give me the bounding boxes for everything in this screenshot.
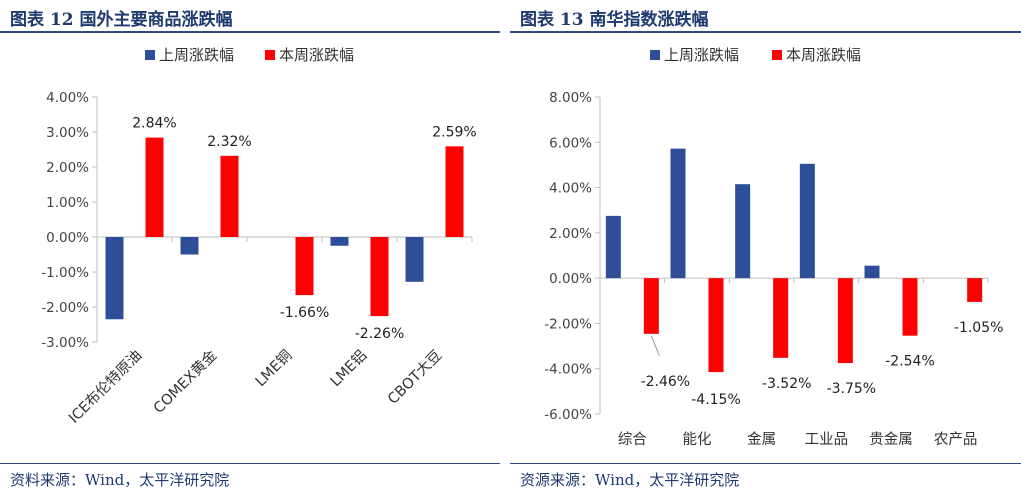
legend-label: 本周涨跌幅	[786, 46, 861, 64]
y-tick-label: -4.00%	[544, 362, 592, 378]
title-rule	[510, 31, 1021, 33]
data-label: 2.84%	[132, 116, 176, 132]
figure-title: 图表 12 国外主要商品涨跌幅	[10, 10, 233, 30]
category-label: 农产品	[934, 431, 978, 448]
y-tick-label: 2.00%	[46, 160, 89, 176]
y-tick-label: 6.00%	[549, 135, 592, 151]
figure-title: 图表 13 南华指数涨跌幅	[520, 10, 709, 30]
title-rule	[0, 31, 500, 33]
category-label: 贵金属	[869, 431, 913, 448]
legend-label: 本周涨跌幅	[279, 46, 354, 64]
legend-swatch	[772, 50, 782, 60]
legend-label: 上周涨跌幅	[159, 46, 234, 64]
data-label: -4.15%	[691, 392, 741, 408]
legend-swatch	[650, 50, 660, 60]
category-label: ICE布伦特原油	[65, 347, 145, 427]
y-tick-label: -1.00%	[41, 265, 89, 281]
y-tick-label: 0.00%	[549, 271, 592, 287]
bar	[643, 278, 659, 334]
bar	[902, 278, 918, 336]
category-label: LME铝	[327, 347, 370, 390]
bar	[708, 278, 724, 373]
bar	[220, 155, 239, 237]
category-label: CBOT大豆	[384, 347, 445, 408]
y-tick-label: -3.00%	[41, 335, 89, 351]
bar	[180, 237, 199, 255]
y-tick-label: 8.00%	[549, 90, 592, 106]
data-label: -1.05%	[954, 320, 1004, 336]
source-rule	[0, 463, 500, 464]
data-label: 2.59%	[432, 124, 476, 140]
bar	[799, 163, 815, 279]
category-label: COMEX黄金	[150, 346, 220, 416]
y-tick-label: 4.00%	[46, 90, 89, 106]
source-note: 资料来源：Wind，太平洋研究院	[10, 471, 230, 489]
bar	[864, 265, 880, 279]
category-label: 能化	[683, 431, 712, 448]
y-tick-label: 4.00%	[549, 181, 592, 197]
leader-line	[650, 335, 660, 357]
y-tick-label: 3.00%	[46, 125, 89, 141]
bar	[405, 237, 424, 282]
source-rule	[510, 463, 1021, 464]
category-label: 综合	[618, 431, 647, 448]
y-tick-label: -2.00%	[41, 300, 89, 316]
data-label: -3.75%	[827, 381, 877, 397]
bar	[445, 146, 464, 237]
category-label: 金属	[747, 431, 776, 448]
bar	[837, 278, 853, 364]
commodities-bar-chart: 上周涨跌幅 本周涨跌幅 -3.00% -2.00% -1.00% 0.00% 1.00% 2.…	[41, 46, 477, 427]
legend-swatch	[145, 50, 155, 60]
legend-label: 上周涨跌幅	[664, 46, 739, 64]
y-tick-label: 2.00%	[549, 226, 592, 242]
data-label: -3.52%	[762, 376, 812, 392]
bar	[105, 237, 124, 320]
data-label: -2.26%	[355, 326, 405, 342]
y-tick-label: 0.00%	[46, 230, 89, 246]
nanhua-index-bar-chart: 上周涨跌幅 本周涨跌幅 -6.00% -4.00% -2.00% 0.00% 2.00% 4.…	[544, 46, 1004, 448]
y-tick-label: 1.00%	[46, 195, 89, 211]
bar	[735, 184, 751, 279]
figure-13-panel: 图表 13 南华指数涨跌幅 上周涨跌幅 本周涨跌幅 -6.00% -4.00% -2.0…	[510, 0, 1021, 497]
data-label: -2.54%	[885, 354, 935, 370]
category-label: 工业品	[805, 431, 849, 448]
category-label: LME铜	[252, 347, 295, 390]
bar	[295, 237, 314, 296]
bar	[967, 278, 983, 302]
data-label: -1.66%	[280, 305, 330, 321]
y-tick-label: -6.00%	[544, 407, 592, 423]
legend-swatch	[265, 50, 275, 60]
figure-12-panel: 图表 12 国外主要商品涨跌幅 上周涨跌幅 本周涨跌幅 -3.00% -2.00% -1…	[0, 0, 500, 497]
bar	[145, 137, 164, 237]
data-label: -2.46%	[641, 374, 691, 390]
bar	[670, 148, 686, 279]
bar	[370, 237, 389, 317]
source-note: 资源来源：Wind，太平洋研究院	[520, 471, 740, 489]
bar	[773, 278, 789, 358]
y-tick-label: -2.00%	[544, 316, 592, 332]
bar	[330, 237, 349, 246]
data-label: 2.32%	[207, 134, 251, 150]
bar	[605, 215, 621, 279]
